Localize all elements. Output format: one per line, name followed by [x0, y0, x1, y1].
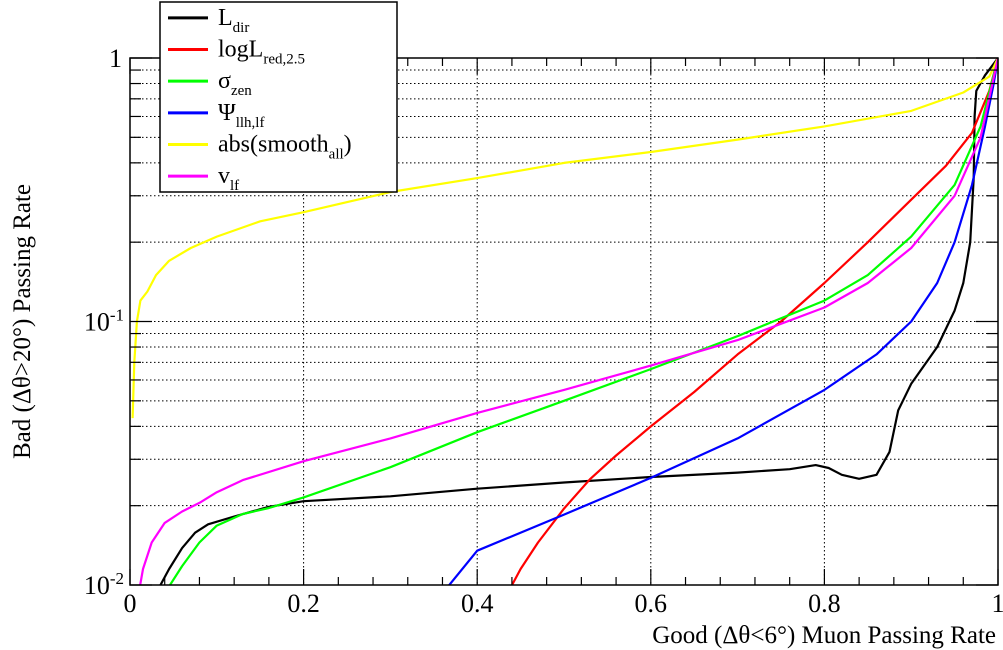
legend: LdirlogLred,2.5σzenΨllh,lfabs(smoothall)… — [159, 1, 398, 194]
x-tick-label: 1 — [992, 589, 1003, 618]
x-tick-label: 0.6 — [635, 589, 668, 618]
series-line-6 — [139, 57, 998, 585]
series-line-4 — [447, 57, 998, 585]
tick-labels: 0 0.2 0.4 0.6 0.8 1 10-2 10-1 1 — [84, 44, 1003, 618]
series-line-5 — [131, 57, 998, 419]
x-tick-label: 0 — [124, 589, 137, 618]
curves — [131, 57, 998, 585]
legend-box — [159, 1, 398, 193]
y-tick-label: 1 — [109, 44, 122, 73]
y-tick-label: 10-2 — [84, 569, 124, 600]
x-tick-label: 0.4 — [461, 589, 494, 618]
series-line-1 — [159, 57, 998, 585]
y-axis-label: Bad (Δθ>20°) Passing Rate — [9, 184, 36, 459]
x-axis-label: Good (Δθ<6°) Muon Passing Rate — [652, 622, 996, 649]
x-tick-label: 0.8 — [808, 589, 841, 618]
legend-entry: Ldir — [218, 5, 249, 36]
x-tick-label: 0.2 — [287, 589, 320, 618]
series-line-3 — [168, 57, 998, 585]
series-line-2 — [510, 57, 998, 585]
y-tick-label: 10-1 — [84, 306, 124, 337]
